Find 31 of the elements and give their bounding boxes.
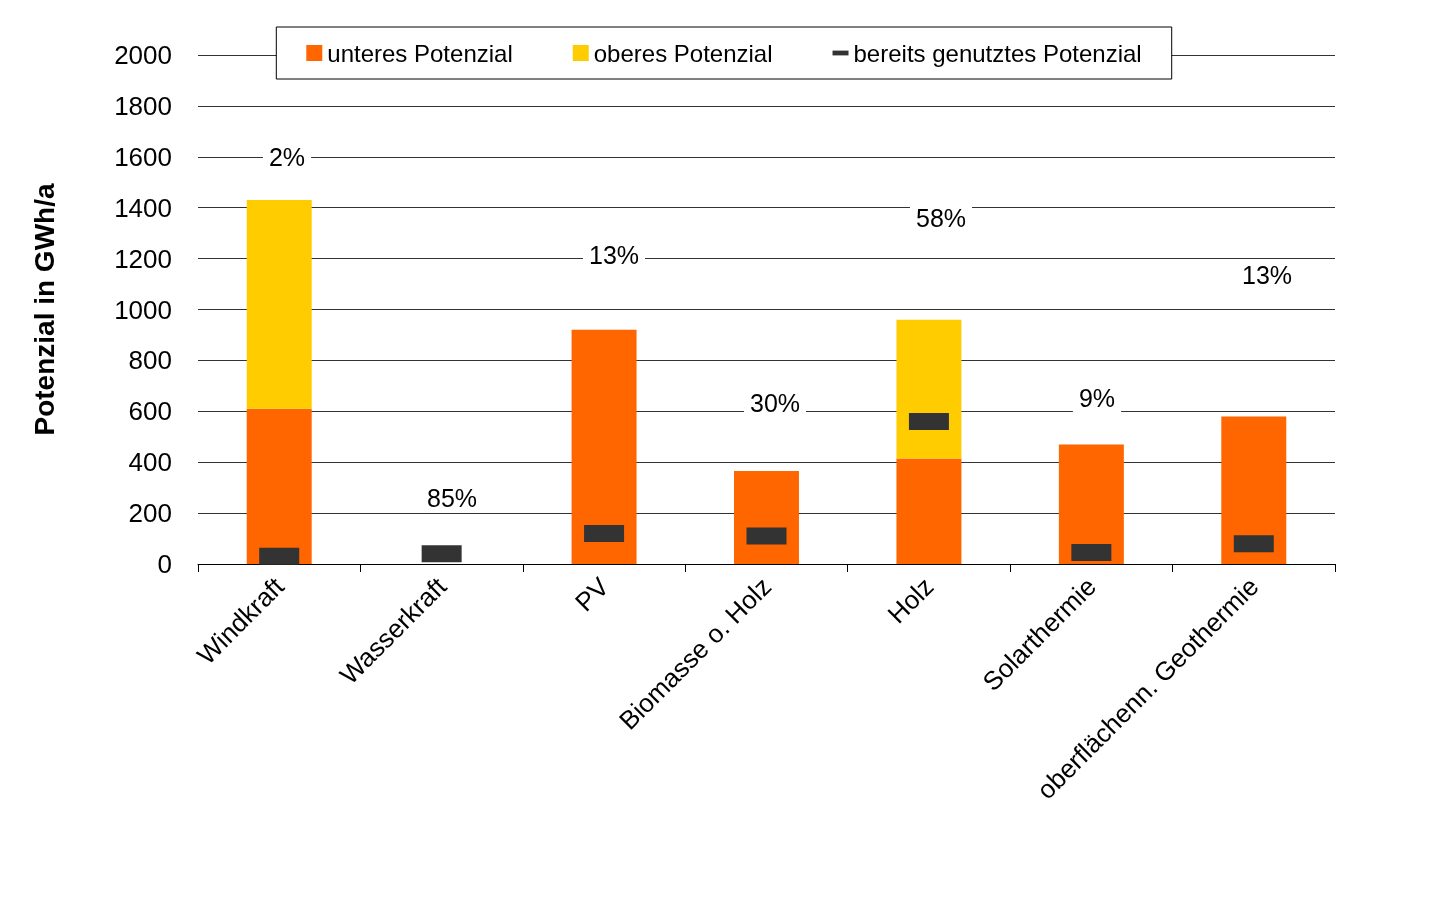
y-axis-title: Potenzial in GWh/a: [28, 183, 60, 436]
bar: [246, 200, 312, 409]
y-tick-label: 1400: [114, 192, 172, 223]
y-tick-label: 1800: [114, 90, 172, 121]
y-tick-label: 800: [128, 345, 172, 376]
x-tick-label: Holz: [881, 571, 940, 630]
annotation: 2%: [268, 143, 306, 171]
annotation: 9%: [1078, 384, 1116, 412]
bar: [1058, 444, 1124, 564]
y-tick-label: 1200: [114, 243, 172, 274]
bar: [246, 408, 312, 564]
bar: [571, 329, 637, 564]
annotation: 30%: [749, 389, 801, 417]
annotation: 58%: [915, 204, 967, 232]
bar: [896, 319, 962, 459]
y-tick-label: 600: [128, 396, 172, 427]
y-tick-label: 200: [128, 498, 172, 529]
y-tick-label: 1000: [114, 294, 172, 325]
bar: [1221, 416, 1287, 564]
y-tick-label: 2000: [114, 40, 172, 70]
x-tick-label: PV: [568, 570, 616, 618]
y-tick-label: 1600: [114, 141, 172, 172]
y-tick-label: 0: [157, 549, 172, 579]
annotation: 85%: [426, 484, 478, 512]
bar: [896, 458, 962, 564]
annotation: 13%: [1241, 261, 1293, 289]
legend-label: bereits genutztes Potenzial: [853, 39, 1142, 67]
annotation: 13%: [588, 241, 640, 269]
legend-label: oberes Potenzial: [593, 39, 773, 67]
legend-label: unteres Potenzial: [327, 39, 513, 67]
y-tick-label: 400: [128, 447, 172, 478]
